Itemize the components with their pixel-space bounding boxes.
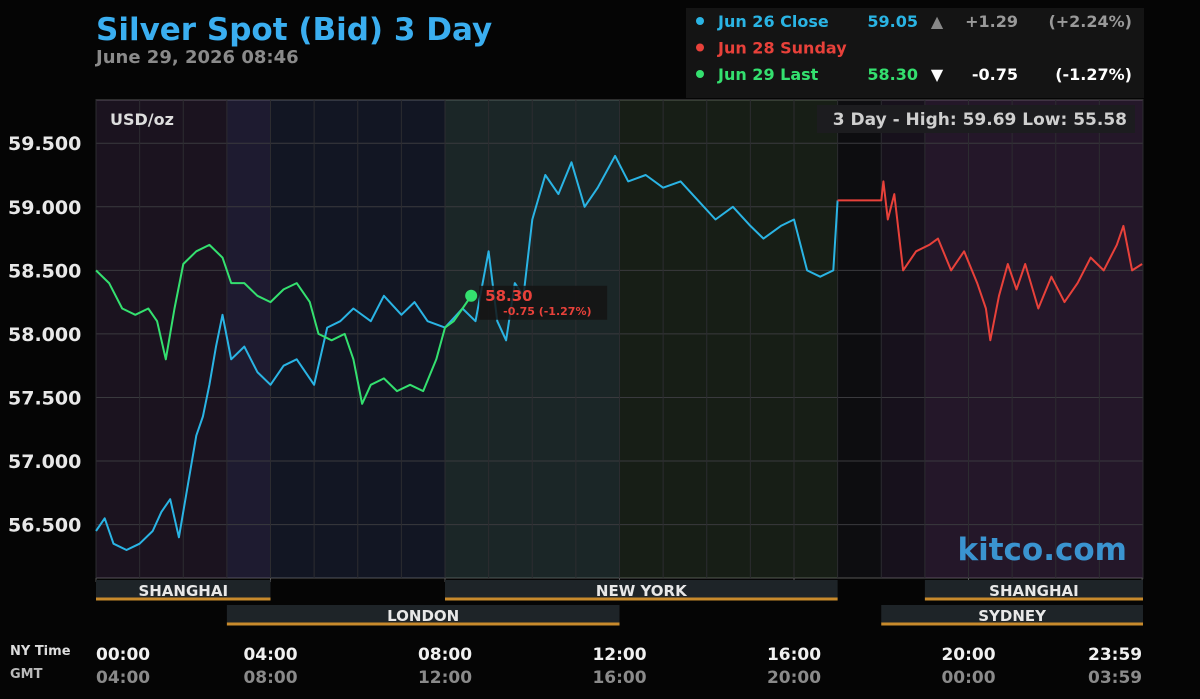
y-tick-label: 57.500 [8,387,81,409]
legend-summary: ▼ [931,65,944,84]
x2-tick-label: 16:00 [592,668,646,688]
legend-summary: (-1.27%) [1055,65,1132,84]
chart-subtitle: June 29, 2026 08:46 [94,47,299,68]
session-region [445,100,838,578]
legend-dot [696,43,704,52]
legend-label: Jun 29 Last [717,65,819,84]
legend-summary: +1.29 [965,12,1018,31]
x-tick-label: 04:00 [243,645,297,665]
last-label: 58.30 [485,287,532,305]
y-tick-label: 56.500 [8,515,81,537]
x-tick-label: 12:00 [592,645,646,665]
session-band [924,580,1143,598]
series-line [95,154,839,551]
session-band [881,605,1143,623]
legend-summary: ▲ [931,12,944,31]
x-axis-label: NY Time [10,644,71,659]
x2-axis-label: GMT [10,667,43,682]
legend-summary: 59.05 [867,12,918,31]
session-label: NEW YORK [596,582,688,600]
range-label: 3 Day - High: 59.69 Low: 55.58 [833,110,1127,130]
session-label: SHANGHAI [138,582,228,600]
legend-summary: -0.75 [972,65,1018,84]
session-label: LONDON [387,607,459,625]
x2-tick-label: 04:00 [96,668,150,688]
session-region [924,100,1143,578]
session-band [226,605,620,623]
series-line [95,243,473,405]
y-tick-label: 59.500 [8,133,81,155]
x2-tick-label: 08:00 [243,668,297,688]
legend-dot [696,70,704,78]
last-marker [465,289,478,302]
legend-summary: (+2.24%) [1048,12,1132,31]
unit-label: USD/oz [110,110,174,129]
x-tick-label: 20:00 [941,645,995,665]
x2-tick-label: 20:00 [767,668,821,688]
x-tick-label: 08:00 [418,645,472,665]
range-box [817,105,1135,133]
x2-tick-label: 03:59 [1088,668,1142,688]
y-tick-label: 58.500 [8,260,81,282]
series-line [837,180,1143,342]
session-label: SYDNEY [978,607,1047,625]
legend-dot [696,17,704,25]
session-region [226,100,620,578]
last-change: -0.75 (-1.27%) [503,305,591,318]
x-tick-label: 16:00 [767,645,821,665]
x2-tick-label: 12:00 [418,668,472,688]
legend-label: Jun 26 Close [717,12,829,31]
y-tick-label: 58.000 [8,324,81,346]
y-tick-label: 59.000 [8,197,81,219]
session-label: SHANGHAI [989,582,1079,600]
x2-tick-label: 00:00 [941,668,995,688]
session-band [96,580,271,598]
legend-label: Jun 28 Sunday [717,39,847,58]
watermark: kitco.com [958,532,1128,568]
chart-title: Silver Spot (Bid) 3 Day [96,12,492,48]
x-tick-label: 00:00 [96,645,150,665]
x-tick-label: 23:59 [1088,645,1142,665]
y-tick-label: 57.000 [8,451,81,473]
session-band [445,580,838,598]
legend-summary: 58.30 [867,65,918,84]
legend-box [686,8,1144,98]
last-label-box [479,285,608,320]
